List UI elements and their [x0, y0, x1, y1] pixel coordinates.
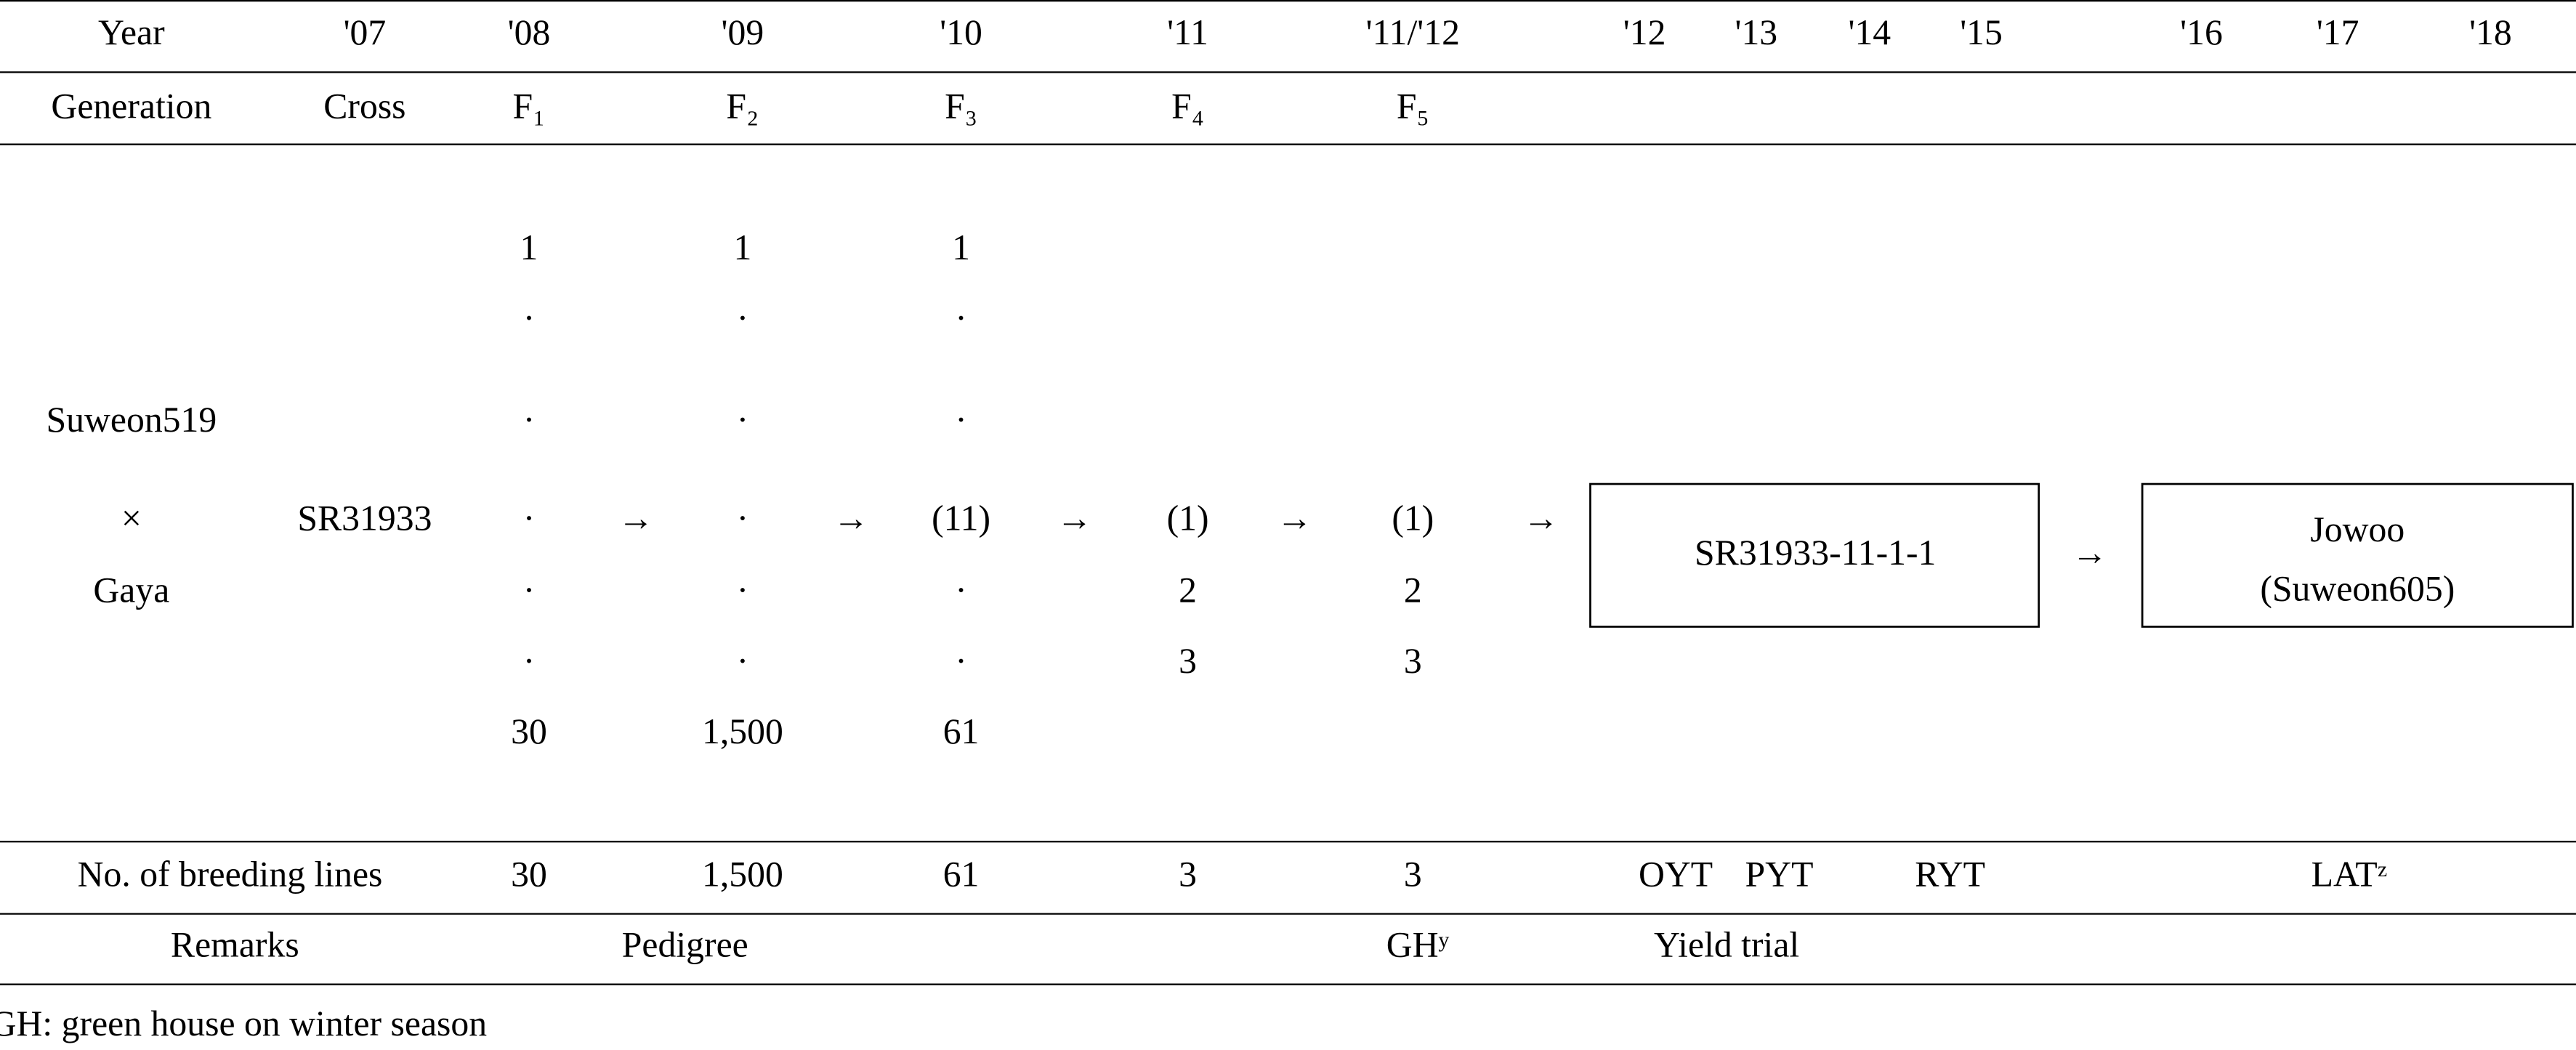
lines-label: No. of breeding lines — [78, 854, 383, 894]
line-entry: · — [523, 641, 536, 681]
line-entry: · — [737, 570, 749, 610]
cultivar: (Suweon605) — [2260, 568, 2455, 608]
remark: Yield trial — [1654, 924, 1799, 964]
line-entry: 1 — [952, 227, 970, 267]
year: '10 — [940, 12, 982, 52]
remark: Pedigree — [622, 924, 748, 964]
line-entry: (1) — [1392, 498, 1434, 538]
year: '16 — [2180, 12, 2223, 52]
lines-count: 30 — [511, 854, 547, 894]
year: '14 — [1848, 12, 1891, 52]
lines-count: 1,500 — [702, 854, 783, 894]
lines-count: OYT — [1639, 854, 1713, 894]
footnote: ᶻLAT: local adaptability test, ʸGH: gree… — [0, 1003, 487, 1043]
generation: F₄ — [1171, 86, 1204, 126]
remark: GHʸ — [1386, 924, 1450, 964]
arrow: → — [618, 498, 654, 538]
line-entry: · — [955, 400, 967, 440]
selected-line: SR31933-11-1-1 — [1695, 533, 1936, 573]
line-entry: · — [523, 498, 536, 538]
line-entry: 30 — [511, 711, 547, 751]
line-entry: 2 — [1404, 570, 1422, 610]
year: '07 — [344, 12, 387, 52]
year: '08 — [508, 12, 551, 52]
line-entry: 1 — [520, 227, 538, 267]
line-entry: 3 — [1179, 641, 1197, 681]
arrow: → — [2072, 533, 2108, 573]
line-entry: · — [737, 498, 749, 538]
line-entry: (1) — [1167, 498, 1209, 538]
year: '12 — [1623, 12, 1666, 52]
cultivar: Jowoo — [2310, 509, 2405, 549]
line-entry: · — [523, 570, 536, 610]
line-entry: · — [955, 298, 967, 338]
arrow: → — [1277, 498, 1313, 538]
year: '09 — [722, 12, 764, 52]
lines-count: PYT — [1745, 854, 1814, 894]
generation: F₃ — [945, 86, 977, 126]
parent: Gaya — [93, 570, 169, 610]
year: '13 — [1735, 12, 1777, 52]
parent: × — [121, 498, 142, 538]
lines-count: LATᶻ — [2311, 854, 2388, 894]
line-entry: · — [737, 298, 749, 338]
generation: F₅ — [1397, 86, 1429, 126]
generation: F₁ — [512, 86, 545, 126]
lines-count: 3 — [1404, 854, 1422, 894]
lines-count: 3 — [1179, 854, 1197, 894]
arrow: → — [833, 498, 869, 538]
year-label: Year — [98, 12, 165, 52]
line-entry: · — [955, 641, 967, 681]
year: '11/'12 — [1366, 12, 1460, 52]
line-entry: 3 — [1404, 641, 1422, 681]
generation-label: Generation — [51, 86, 211, 126]
year: '11 — [1167, 12, 1208, 52]
generation: F₂ — [726, 86, 759, 126]
line-entry: 1,500 — [702, 711, 783, 751]
line-entry: (11) — [932, 498, 990, 538]
line-entry: · — [523, 298, 536, 338]
year: '18 — [2469, 12, 2512, 52]
cultivar-box — [2141, 482, 2574, 628]
line-entry: · — [523, 400, 536, 440]
generation: Cross — [323, 86, 405, 126]
remarks-label: Remarks — [171, 924, 299, 964]
year: '15 — [1960, 12, 2003, 52]
arrow: → — [1523, 498, 1559, 538]
arrow: → — [1057, 498, 1093, 538]
lines-count: RYT — [1915, 854, 1985, 894]
lines-count: 61 — [943, 854, 980, 894]
line-entry: 2 — [1179, 570, 1197, 610]
selected-line-box — [1589, 482, 2040, 628]
line-entry: · — [737, 641, 749, 681]
cross: SR31933 — [297, 498, 432, 538]
line-entry: · — [955, 570, 967, 610]
line-entry: 61 — [943, 711, 980, 751]
parent: Suweon519 — [46, 400, 217, 440]
line-entry: 1 — [733, 227, 751, 267]
line-entry: · — [737, 400, 749, 440]
year: '17 — [2317, 12, 2359, 52]
